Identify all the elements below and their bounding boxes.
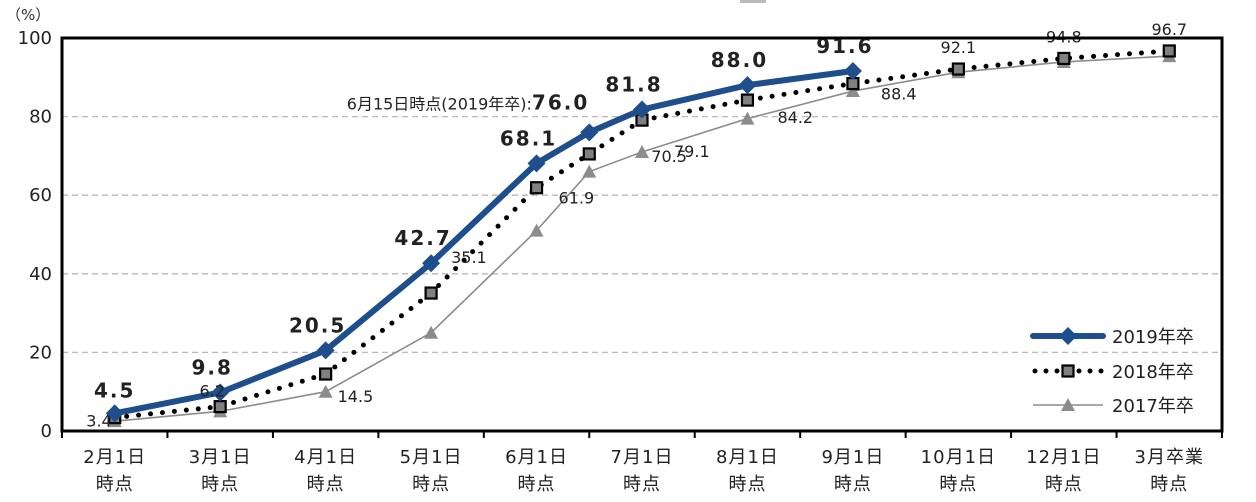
y-tick-label: 0 xyxy=(41,421,52,442)
data-label-2018: 84.2 xyxy=(777,108,813,127)
data-label-2019: 68.1 xyxy=(500,126,557,150)
x-category-label: 3月卒業 xyxy=(1135,447,1204,468)
data-label-2018: 35.1 xyxy=(451,248,487,267)
y-axis-unit: （%） xyxy=(6,6,50,24)
x-category-label: 2月1日 xyxy=(83,447,146,468)
series-2019年卒 xyxy=(105,62,862,423)
data-label-2018: 70.5 xyxy=(651,147,687,166)
x-category-label: 6月1日 xyxy=(505,447,568,468)
triangle-marker xyxy=(635,144,649,158)
x-category-label: 4月1日 xyxy=(294,447,357,468)
square-marker xyxy=(1162,44,1176,58)
y-tick-label: 60 xyxy=(29,185,52,206)
square-marker xyxy=(1057,51,1071,66)
data-label-2018: 92.1 xyxy=(941,38,977,57)
square-marker xyxy=(319,367,333,381)
square-marker xyxy=(529,181,544,195)
data-label-2018: 3.4 xyxy=(86,412,111,431)
triangle-marker xyxy=(318,384,333,398)
square-marker xyxy=(582,147,596,161)
diamond-marker xyxy=(105,404,124,423)
x-category-label: 10月1日 xyxy=(921,447,996,468)
top-edge-mark xyxy=(740,0,766,3)
data-label-2019: 88.0 xyxy=(711,48,768,72)
x-category-label: 時点 xyxy=(939,474,977,495)
data-label-2019: 42.7 xyxy=(394,226,451,250)
series-line xyxy=(112,48,1172,421)
diamond-marker xyxy=(422,254,441,273)
data-label-2018: 79.1 xyxy=(674,142,710,161)
triangle-marker xyxy=(740,111,755,125)
legend-item-2019年卒: 2019年卒 xyxy=(1030,327,1194,348)
data-label-2019: 9.8 xyxy=(191,355,232,379)
x-category-label: 8月1日 xyxy=(716,447,779,468)
y-tick-label: 80 xyxy=(29,107,52,128)
data-labels: 4.59.820.542.768.181.888.091.66月15日時点(20… xyxy=(86,20,1187,431)
legend-item-2018年卒: 2018年卒 xyxy=(1032,362,1194,383)
x-category-label: 時点 xyxy=(307,474,345,495)
y-tick-label: 40 xyxy=(29,264,52,285)
x-category-label: 9月1日 xyxy=(821,447,884,468)
x-category-label: 時点 xyxy=(623,474,661,495)
series-layer xyxy=(105,44,1177,428)
x-category-label: 7月1日 xyxy=(611,447,674,468)
y-tick-label: 20 xyxy=(29,342,52,363)
legend-label: 2018年卒 xyxy=(1112,362,1194,383)
data-label-2018: 61.9 xyxy=(559,189,595,208)
square-marker xyxy=(740,93,755,107)
legend-label: 2019年卒 xyxy=(1112,327,1194,348)
diamond-marker xyxy=(211,383,230,402)
x-category-label: 12月1日 xyxy=(1026,447,1101,468)
x-category-label: 時点 xyxy=(728,474,766,495)
x-category-label: 時点 xyxy=(834,474,872,495)
x-category-label: 5月1日 xyxy=(400,447,463,468)
data-label-2018: 14.5 xyxy=(338,387,374,406)
square-marker xyxy=(213,400,227,414)
series-line xyxy=(114,55,1170,422)
y-axis: （%） 0 20 40 60 80 100 xyxy=(6,6,52,442)
triangle-marker xyxy=(529,223,544,237)
legend-label: 2017年卒 xyxy=(1112,396,1194,417)
series-2018年卒 xyxy=(108,44,1176,425)
diamond-marker xyxy=(1059,327,1077,345)
diamond-marker xyxy=(843,62,862,81)
triangle-marker xyxy=(845,84,860,98)
x-category-label: 時点 xyxy=(201,474,239,495)
x-category-label: 時点 xyxy=(1150,474,1188,495)
triangle-marker xyxy=(1061,398,1075,411)
data-label-2018: 6.2 xyxy=(199,382,224,401)
diamond-marker xyxy=(580,123,599,142)
legend-item-2017年卒: 2017年卒 xyxy=(1033,396,1194,417)
diamond-marker xyxy=(633,100,651,119)
data-label-2018: 96.7 xyxy=(1151,20,1187,39)
y-tick-label: 100 xyxy=(18,28,52,49)
square-marker xyxy=(1061,364,1075,378)
diamond-marker xyxy=(316,341,335,360)
square-marker xyxy=(951,62,965,76)
x-category-label: 時点 xyxy=(1045,474,1083,495)
data-label-2019: 81.8 xyxy=(605,73,662,97)
diamond-marker xyxy=(738,76,757,95)
square-marker xyxy=(424,286,438,300)
diamond-marker xyxy=(527,154,546,173)
data-label-2019: 20.5 xyxy=(289,313,346,337)
data-label-2018: 88.4 xyxy=(881,85,917,104)
x-category-label: 時点 xyxy=(518,474,556,495)
x-category-label: 3月1日 xyxy=(189,447,252,468)
legend: 2019年卒 2018年卒 2017年卒 xyxy=(1030,327,1194,417)
data-label-2019: 4.5 xyxy=(94,378,135,402)
x-category-label: 時点 xyxy=(96,474,134,495)
plot-frame xyxy=(60,36,1224,433)
triangle-marker xyxy=(582,164,597,178)
x-category-label: 時点 xyxy=(412,474,450,495)
triangle-marker xyxy=(424,325,439,339)
annotation-label: 6月15日時点(2019年卒):76.0 xyxy=(347,90,590,114)
